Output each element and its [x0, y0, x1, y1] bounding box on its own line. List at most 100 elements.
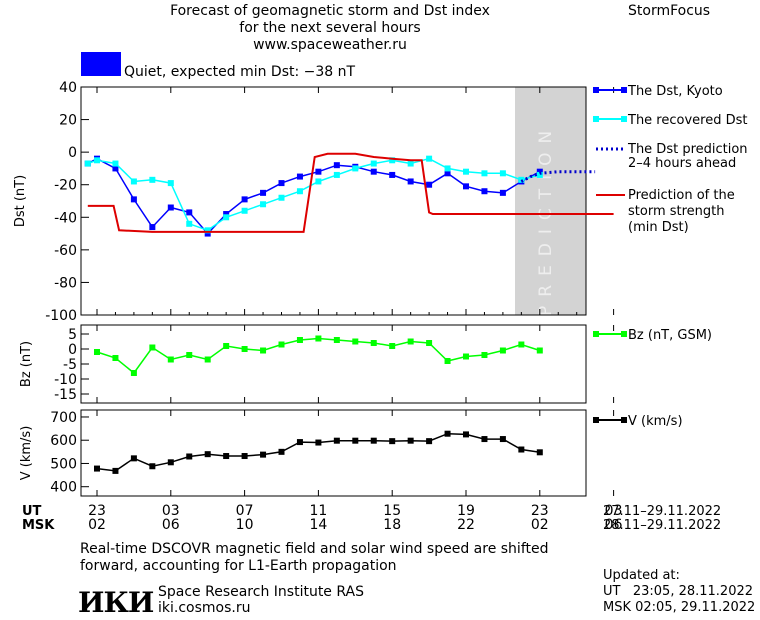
legend-v-label: V (km/s)	[628, 414, 683, 429]
dst-panel-frame	[80, 86, 587, 316]
data-point	[260, 347, 267, 354]
data-point	[260, 201, 267, 208]
dst-y-axis: 40 20 0 -20 -40 -60 -80 -100	[45, 80, 89, 324]
data-point	[481, 352, 488, 358]
institute-name: Space Research Institute RAS	[158, 584, 364, 600]
bz-panel-frame	[80, 324, 587, 404]
series-line	[520, 170, 596, 183]
data-point	[426, 181, 433, 188]
data-point	[463, 431, 469, 438]
msk-tick-label: 14	[309, 517, 327, 533]
data-point	[296, 337, 303, 343]
data-point	[481, 170, 488, 177]
ut-tick-label: 23	[531, 503, 549, 519]
legend: The Dst, Kyoto The recovered Dst The Dst…	[593, 84, 748, 429]
y-tick-label: 0	[68, 342, 77, 358]
legend-dst-kyoto: The Dst, Kyoto	[593, 84, 723, 99]
updated-msk: MSK 02:05, 29.11.2022	[603, 600, 756, 615]
data-point	[463, 183, 469, 190]
msk-date-range: 28.11–29.11.2022	[603, 518, 721, 533]
title-line-1: Forecast of geomagnetic storm and Dst in…	[170, 3, 490, 19]
data-point	[370, 437, 377, 444]
y-tick-label: -60	[54, 243, 77, 259]
data-point	[444, 170, 451, 177]
data-point	[278, 194, 285, 201]
data-point	[389, 438, 396, 445]
data-point	[112, 165, 119, 172]
data-point	[241, 207, 248, 214]
data-point	[518, 446, 525, 453]
data-point	[112, 355, 119, 361]
data-point	[149, 176, 156, 183]
legend-dst-kyoto-label: The Dst, Kyoto	[627, 84, 723, 99]
y-tick-label: -100	[45, 308, 77, 324]
data-point	[352, 165, 359, 172]
data-point	[389, 171, 396, 178]
data-point	[352, 338, 359, 345]
data-point	[296, 188, 303, 195]
ut-label: UT	[22, 504, 42, 519]
data-point	[407, 437, 414, 444]
v-y-axis: 700 600 500 400	[50, 410, 89, 496]
y-tick-label: 600	[50, 433, 77, 449]
msk-tick-label: 18	[383, 517, 401, 533]
data-point	[499, 189, 506, 196]
data-point	[241, 196, 248, 203]
y-tick-label: -15	[54, 387, 77, 403]
msk-tick-label: 06	[605, 517, 623, 533]
data-point	[112, 160, 119, 167]
data-point	[260, 189, 267, 196]
data-point	[223, 453, 230, 460]
data-point	[296, 439, 303, 446]
title-line-2: for the next several hours	[239, 20, 421, 36]
series-line	[96, 432, 540, 472]
data-point	[167, 180, 174, 187]
y-tick-label: 0	[68, 145, 77, 161]
data-point	[130, 455, 137, 462]
data-point	[149, 463, 156, 470]
data-point	[186, 352, 193, 358]
source-url[interactable]: www.spaceweather.ru	[253, 37, 407, 53]
data-point	[407, 178, 414, 185]
ut-tick-label: 07	[236, 503, 254, 519]
data-point	[426, 155, 433, 162]
data-point	[426, 438, 433, 445]
updated-ut: UT 23:05, 28.11.2022	[603, 584, 754, 599]
data-point	[130, 178, 137, 185]
data-point	[204, 230, 211, 237]
prediction-band	[515, 87, 586, 315]
data-point	[370, 168, 377, 175]
data-point	[536, 171, 543, 178]
data-point	[499, 170, 506, 177]
data-point	[112, 467, 119, 474]
data-point	[130, 196, 137, 203]
data-point	[315, 439, 322, 446]
ut-tick-label: 23	[88, 503, 106, 519]
msk-tick-label: 10	[236, 517, 254, 533]
iki-logo: ИКИ	[78, 586, 154, 619]
data-point	[186, 453, 193, 460]
ut-date-range: 27.11–29.11.2022	[603, 504, 721, 519]
y-tick-label: -80	[54, 275, 77, 291]
ut-tick-label: 15	[383, 503, 401, 519]
bz-series	[94, 335, 543, 376]
institute-site[interactable]: iki.cosmos.ru	[158, 600, 251, 616]
data-point	[186, 209, 193, 216]
y-tick-label: 700	[50, 410, 77, 426]
data-point	[130, 370, 137, 376]
brand-label: StormFocus	[628, 3, 711, 19]
data-point	[315, 168, 322, 175]
data-point	[333, 171, 340, 178]
data-point	[94, 157, 100, 164]
series-line	[87, 157, 541, 235]
data-point	[167, 356, 174, 363]
data-point	[223, 211, 230, 218]
legend-storm-label-2: storm strength	[628, 204, 725, 219]
v-axis-label: V (km/s)	[19, 426, 34, 481]
legend-dst-recovered: The recovered Dst	[593, 113, 747, 128]
data-point	[278, 448, 285, 455]
legend-storm-label-1: Prediction of the	[628, 188, 735, 203]
data-point	[333, 437, 340, 444]
